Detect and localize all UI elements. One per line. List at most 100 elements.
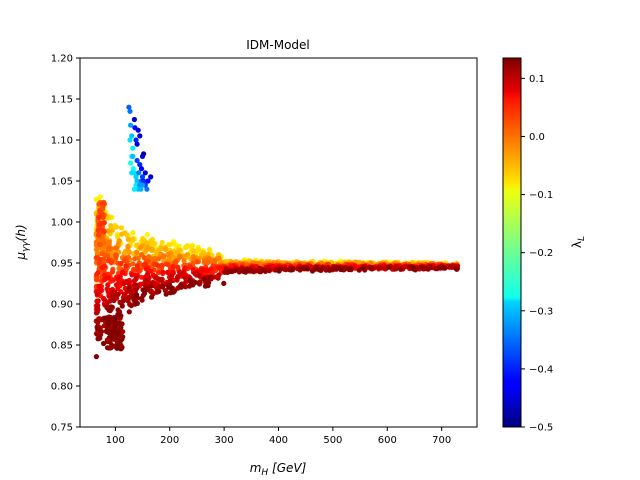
scatter-point (332, 266, 338, 272)
scatter-point-upper (129, 170, 135, 176)
scatter-point (115, 234, 121, 240)
scatter-point (134, 263, 140, 269)
scatter-point (115, 331, 121, 337)
scatter-point (141, 255, 147, 261)
colorbar-label-sub: L (577, 236, 587, 241)
scatter-point (138, 245, 144, 251)
scatter-point (190, 248, 196, 254)
x-tick-label: 300 (215, 435, 234, 446)
scatter-point-upper (134, 178, 140, 184)
scatter-point (119, 345, 125, 351)
scatter-point (346, 266, 352, 273)
scatter-point (117, 337, 124, 344)
scatter-point (125, 298, 131, 304)
scatter-point (100, 246, 106, 252)
scatter-point (134, 249, 140, 255)
scatter-point (201, 276, 207, 282)
scatter-point (149, 246, 155, 252)
scatter-point (166, 284, 172, 290)
scatter-point (183, 244, 189, 251)
scatter-point (105, 320, 111, 327)
scatter-point (133, 286, 139, 292)
scatter-point-upper (131, 186, 137, 192)
scatter-point (112, 245, 119, 251)
scatter-point (206, 255, 212, 261)
scatter-point (433, 266, 439, 272)
colorbar-tick-label: 0.0 (529, 132, 545, 143)
scatter-point (126, 309, 132, 315)
scatter-point (115, 307, 121, 313)
scatter-point (398, 266, 404, 272)
scatter-point (327, 267, 333, 273)
scatter-point (113, 282, 120, 288)
scatter-point (162, 246, 169, 252)
scatter-point-upper (133, 182, 139, 188)
y-tick-label: 0.80 (51, 382, 73, 393)
scatter-point (95, 298, 101, 304)
scatter-point (197, 279, 203, 286)
scatter-point (144, 231, 150, 238)
scatter-point (99, 264, 105, 270)
scatter-point (132, 256, 138, 262)
scatter-point (132, 301, 138, 307)
scatter-point (304, 266, 310, 272)
scatter-point (133, 276, 139, 282)
colorbar-tick-label: −0.4 (529, 364, 553, 375)
scatter-point (95, 227, 101, 233)
scatter-point (152, 255, 158, 261)
scatter-point (251, 269, 257, 275)
scatter-point-upper (148, 174, 154, 180)
colorbar-tick-label: −0.1 (529, 190, 553, 201)
scatter-point (97, 241, 103, 248)
scatter-point (148, 239, 154, 245)
scatter-point (111, 297, 117, 304)
scatter-point (108, 260, 114, 266)
y-tick-label: 0.95 (51, 259, 73, 270)
scatter-point-upper (127, 137, 133, 143)
scatter-point (105, 282, 111, 288)
scatter-point (139, 274, 145, 280)
scatter-point (169, 273, 175, 279)
scatter-point (101, 340, 107, 347)
scatter-point (287, 267, 293, 273)
scatter-point-upper (128, 122, 134, 128)
scatter-point (106, 246, 112, 252)
scatter-point (159, 239, 165, 246)
scatter-point (425, 265, 431, 272)
x-tick-label: 100 (106, 435, 125, 446)
scatter-point-upper (141, 178, 147, 184)
colorbar-tick-label: −0.3 (529, 306, 553, 317)
scatter-point (116, 238, 122, 244)
scatter-point (148, 283, 154, 289)
scatter-point-upper (142, 170, 148, 176)
scatter-point (360, 265, 366, 271)
scatter-point (281, 266, 287, 272)
scatter-point (167, 242, 173, 248)
scatter-point (133, 292, 140, 298)
scatter-point (93, 310, 100, 316)
scatter-point (119, 231, 125, 237)
scatter-point (96, 283, 102, 289)
scatter-point (133, 296, 139, 302)
y-tick-label: 1.20 (51, 54, 73, 65)
scatter-point (123, 263, 129, 269)
scatter-point (442, 265, 448, 271)
x-axis-label-sub: H (261, 468, 268, 478)
chart-title: IDM-Model (246, 38, 310, 52)
scatter-point (160, 253, 167, 259)
scatter-point (93, 277, 100, 283)
scatter-point (266, 268, 272, 274)
x-axis-label-unit: [GeV] (272, 461, 307, 475)
scatter-point-upper (127, 108, 133, 114)
scatter-point (99, 200, 105, 206)
scatter-point (94, 331, 100, 337)
scatter-point (93, 354, 99, 360)
y-axis-label: μγγ(h) (14, 224, 31, 260)
scatter-point (178, 284, 184, 290)
scatter-point (204, 267, 210, 274)
x-axis: 100 200 300 400 500 600 700 (106, 427, 451, 446)
scatter-point-upper (138, 166, 145, 172)
scatter-point (125, 244, 131, 250)
y-tick-label: 0.90 (51, 300, 73, 311)
